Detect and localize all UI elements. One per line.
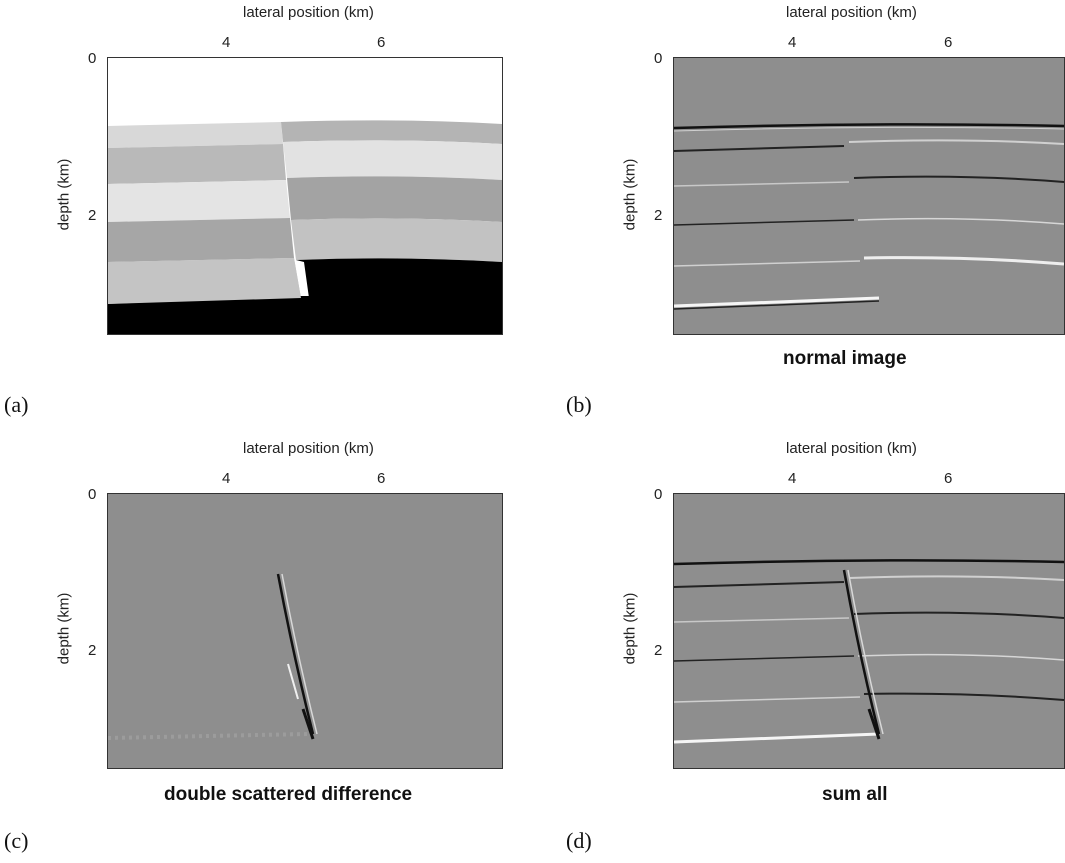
y-axis-title: depth (km): [55, 592, 73, 665]
y-tick-2: 2: [654, 642, 663, 659]
panel-letter-b: (b): [566, 392, 592, 417]
y-tick-2: 2: [88, 207, 97, 224]
double-scattered-svg: [108, 494, 502, 768]
x-tick-4: 4: [788, 470, 797, 487]
x-tick-6: 6: [944, 470, 953, 487]
y-tick-2: 2: [88, 642, 97, 659]
normal-image-plot: [673, 57, 1065, 335]
normal-image-svg: [674, 58, 1064, 334]
panel-letter-a: (a): [4, 392, 29, 417]
panel-caption: normal image: [783, 348, 907, 369]
x-axis-title: lateral position (km): [243, 4, 374, 21]
y-tick-2: 2: [654, 207, 663, 224]
x-tick-6: 6: [377, 34, 386, 51]
x-tick-6: 6: [944, 34, 953, 51]
double-scattered-plot: [107, 493, 503, 769]
y-tick-0: 0: [654, 486, 663, 503]
x-tick-4: 4: [222, 470, 231, 487]
velocity-model-plot: [107, 57, 503, 335]
x-tick-6: 6: [377, 470, 386, 487]
panel-b: lateral position (km) 4 6 0 2 depth (km)…: [530, 0, 1065, 430]
y-axis-title: depth (km): [621, 158, 639, 231]
panel-caption: sum all: [822, 784, 888, 805]
panel-caption: double scattered difference: [164, 784, 413, 805]
y-tick-0: 0: [654, 50, 663, 67]
y-axis-title: depth (km): [55, 158, 73, 231]
x-axis-title: lateral position (km): [786, 4, 917, 21]
panel-a: lateral position (km) 4 6 0 2 depth (km)…: [0, 0, 530, 430]
sum-all-plot: [673, 493, 1065, 769]
panel-d: lateral position (km) 4 6 0 2 depth (km)…: [530, 430, 1065, 863]
y-tick-0: 0: [88, 486, 97, 503]
panel-letter-d: (d): [566, 828, 592, 853]
velocity-model-svg: [108, 58, 502, 334]
x-tick-4: 4: [222, 34, 231, 51]
x-axis-title: lateral position (km): [243, 440, 374, 457]
y-tick-0: 0: [88, 50, 97, 67]
x-axis-title: lateral position (km): [786, 440, 917, 457]
y-axis-title: depth (km): [621, 592, 639, 665]
sum-all-svg: [674, 494, 1064, 768]
panel-letter-c: (c): [4, 828, 29, 853]
x-tick-4: 4: [788, 34, 797, 51]
panel-c: lateral position (km) 4 6 0 2 depth (km)…: [0, 430, 530, 863]
